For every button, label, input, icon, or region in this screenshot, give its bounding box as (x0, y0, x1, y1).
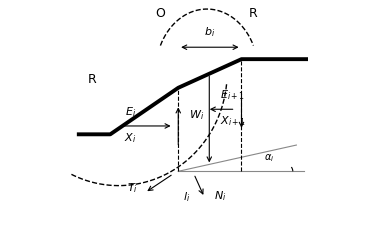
Text: $X_i$: $X_i$ (124, 131, 137, 144)
Text: $b_i$: $b_i$ (204, 25, 215, 39)
Text: $\alpha_i$: $\alpha_i$ (264, 152, 274, 164)
Text: $X_{i+1}$: $X_{i+1}$ (220, 114, 246, 128)
Text: R: R (88, 73, 97, 86)
Text: $E_{i+1}$: $E_{i+1}$ (220, 88, 245, 102)
Text: $E_i$: $E_i$ (125, 105, 136, 119)
Text: O: O (155, 7, 165, 20)
Text: $W_i$: $W_i$ (189, 108, 204, 122)
Text: $l_i$: $l_i$ (183, 190, 190, 204)
Text: R: R (249, 7, 258, 20)
Text: $T_i$: $T_i$ (127, 181, 138, 195)
Text: $N_i$: $N_i$ (214, 189, 226, 203)
